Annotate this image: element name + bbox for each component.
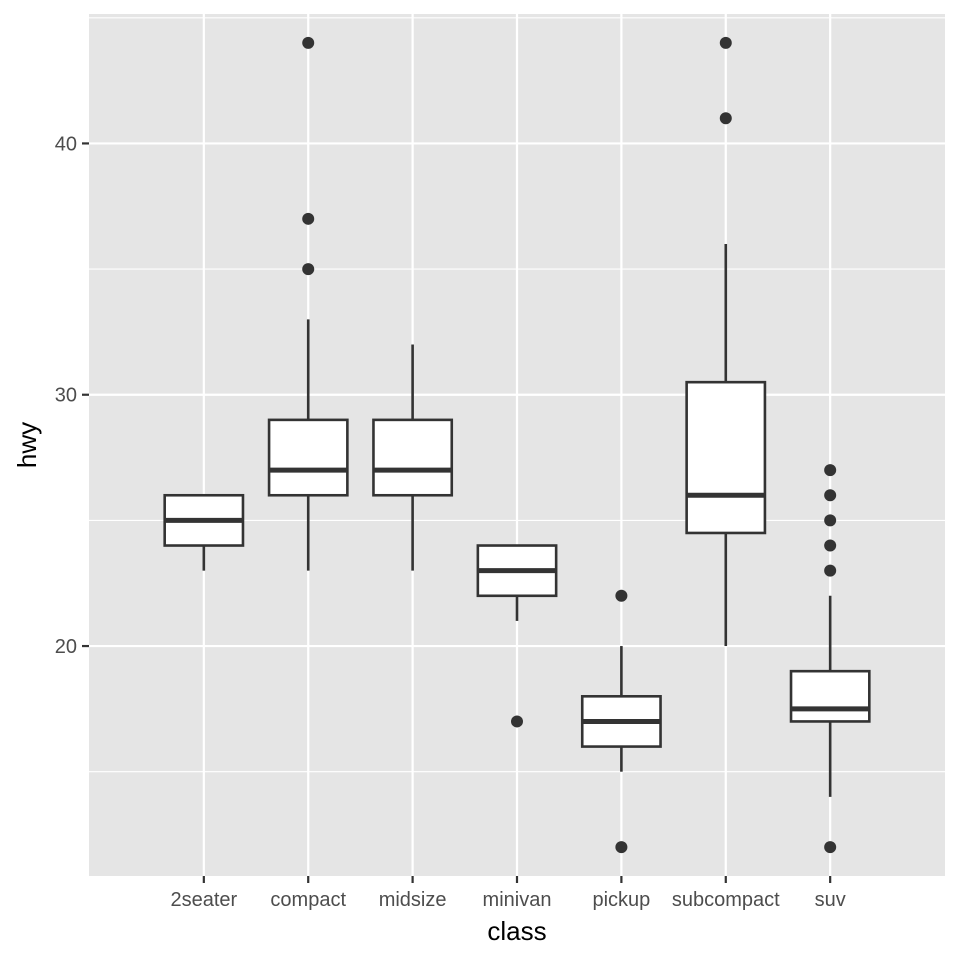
outlier-point: [824, 539, 837, 552]
x-tick-label: suv: [815, 889, 846, 911]
outlier-point: [719, 112, 732, 125]
outlier-point: [511, 715, 523, 728]
y-tick-label: 20: [55, 636, 77, 658]
outlier-point: [824, 489, 837, 502]
box-suv: [789, 464, 871, 854]
box-iqr: [789, 669, 871, 723]
box-pickup: [580, 589, 662, 854]
outlier-point: [302, 36, 315, 49]
box-iqr: [372, 418, 454, 497]
outlier-point: [824, 464, 837, 477]
y-tick-label: 30: [55, 385, 77, 407]
box-minivan: [476, 544, 558, 728]
x-axis-title: class: [487, 916, 546, 946]
outlier-point: [824, 514, 837, 527]
x-tick-label: midsize: [379, 889, 447, 911]
box-compact: [267, 36, 349, 571]
outlier-point: [302, 263, 315, 276]
x-tick-label: minivan: [483, 889, 552, 911]
outlier-point: [824, 841, 837, 854]
box-iqr: [267, 418, 349, 497]
box-iqr: [685, 380, 767, 535]
x-axis: 2seater compact midsize minivan pickup subcom…: [170, 876, 846, 911]
x-tick-label: pickup: [592, 889, 650, 911]
y-axis-title: hwy: [12, 422, 42, 468]
outlier-point: [615, 841, 628, 854]
y-axis: 20 30 40: [55, 133, 89, 658]
outlier-point: [719, 36, 732, 49]
outlier-point: [302, 212, 315, 225]
box-series: [163, 36, 871, 854]
box-midsize: [372, 344, 454, 571]
outlier-point: [615, 589, 628, 602]
y-tick-label: 40: [55, 133, 77, 155]
box-subcompact: [685, 36, 767, 647]
x-tick-label: 2seater: [170, 889, 237, 911]
x-tick-label: subcompact: [672, 889, 780, 911]
major-gridlines: [89, 14, 945, 876]
box-2seater: [163, 493, 245, 571]
outlier-point: [824, 564, 837, 577]
x-tick-label: compact: [270, 889, 346, 911]
